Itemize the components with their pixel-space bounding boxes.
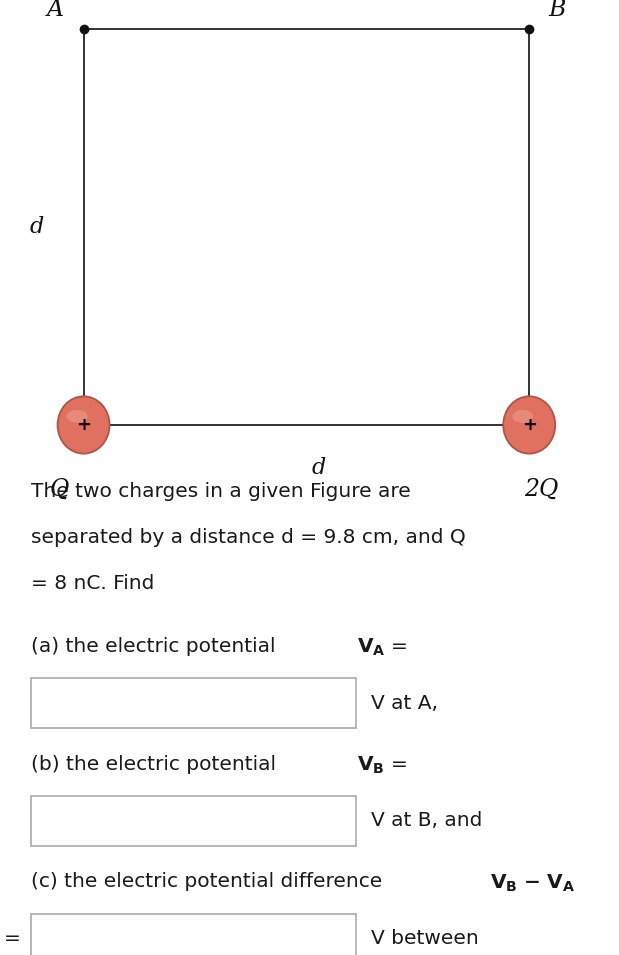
Ellipse shape — [58, 396, 110, 454]
Text: $\mathbf{V_B}$ $\mathbf{-}$ $\mathbf{V_A}$: $\mathbf{V_B}$ $\mathbf{-}$ $\mathbf{V_A… — [490, 872, 576, 894]
Text: (a) the electric potential: (a) the electric potential — [31, 637, 282, 656]
Text: V at A,: V at A, — [371, 693, 438, 712]
Text: $\mathbf{V_A}$ =: $\mathbf{V_A}$ = — [357, 637, 407, 658]
Text: d: d — [30, 216, 45, 238]
FancyBboxPatch shape — [31, 914, 356, 955]
Text: = 8 nC. Find: = 8 nC. Find — [31, 574, 154, 593]
FancyBboxPatch shape — [31, 678, 356, 728]
Text: V at B, and: V at B, and — [371, 811, 483, 830]
Ellipse shape — [503, 396, 555, 454]
Text: $\mathbf{V_B}$ =: $\mathbf{V_B}$ = — [357, 754, 407, 776]
Ellipse shape — [67, 410, 87, 423]
Text: =: = — [4, 929, 21, 948]
Text: 2Q: 2Q — [524, 478, 559, 500]
Text: separated by a distance d = 9.8 cm, and Q: separated by a distance d = 9.8 cm, and … — [31, 528, 465, 547]
Text: The two charges in a given Figure are: The two charges in a given Figure are — [31, 482, 410, 501]
Text: (b) the electric potential: (b) the electric potential — [31, 754, 282, 774]
Text: (c) the electric potential difference: (c) the electric potential difference — [31, 872, 389, 891]
Text: d: d — [311, 456, 326, 479]
Text: +: + — [76, 416, 91, 434]
FancyBboxPatch shape — [31, 796, 356, 845]
Text: A: A — [47, 0, 64, 21]
Text: Q: Q — [49, 478, 69, 500]
Ellipse shape — [513, 410, 533, 423]
Text: B: B — [548, 0, 566, 21]
Text: +: + — [522, 416, 537, 434]
Text: V between: V between — [371, 929, 479, 948]
